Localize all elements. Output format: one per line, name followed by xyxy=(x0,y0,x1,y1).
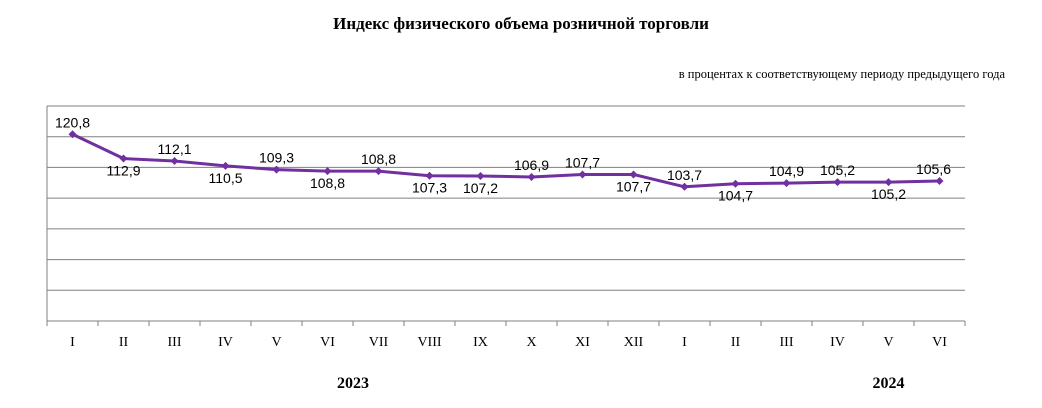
x-tick-label: VIII xyxy=(417,335,441,350)
data-point xyxy=(170,156,179,165)
data-label: 107,7 xyxy=(565,154,600,170)
data-point xyxy=(833,178,842,187)
data-point xyxy=(884,178,893,187)
x-tick-label: VI xyxy=(320,335,335,350)
data-point xyxy=(476,172,485,181)
data-point xyxy=(731,179,740,188)
x-tick-label: VI xyxy=(932,335,947,350)
x-tick-label: XI xyxy=(575,335,590,350)
data-label: 107,3 xyxy=(412,180,447,196)
data-point xyxy=(629,170,638,179)
x-tick-label: V xyxy=(271,335,281,350)
chart-subtitle: в процентах к соответствующему периоду п… xyxy=(678,67,1005,81)
x-tick-label: IV xyxy=(218,335,233,350)
year-label: 2023 xyxy=(337,375,369,392)
data-point xyxy=(578,170,587,179)
x-tick-label: I xyxy=(682,335,687,350)
data-label: 105,2 xyxy=(820,162,855,178)
data-point xyxy=(68,130,77,139)
data-label: 103,7 xyxy=(667,167,702,183)
data-label: 104,7 xyxy=(718,188,753,204)
data-point xyxy=(374,167,383,176)
year-label: 2024 xyxy=(872,375,905,392)
data-point xyxy=(119,154,128,163)
data-label: 107,2 xyxy=(463,180,498,196)
data-label: 104,9 xyxy=(769,163,804,179)
data-label: 108,8 xyxy=(361,151,396,167)
x-tick-label: IX xyxy=(473,335,488,350)
data-point xyxy=(425,171,434,180)
data-point xyxy=(935,176,944,185)
data-point xyxy=(221,161,230,170)
x-tick-label: V xyxy=(883,335,893,350)
data-label: 105,2 xyxy=(871,186,906,202)
x-tick-label: III xyxy=(780,335,794,350)
data-point xyxy=(782,179,791,188)
data-label: 112,1 xyxy=(158,141,192,157)
data-label: 106,9 xyxy=(514,157,549,173)
data-point xyxy=(680,182,689,191)
x-tick-label: X xyxy=(526,335,536,350)
x-tick-label: IV xyxy=(830,335,845,350)
x-tick-label: VII xyxy=(369,335,389,350)
data-label: 105,6 xyxy=(916,161,951,177)
series-line xyxy=(71,132,940,189)
x-tick-label: III xyxy=(168,335,182,350)
data-label: 109,3 xyxy=(259,150,294,166)
x-tick-label: I xyxy=(70,335,75,350)
data-label: 110,5 xyxy=(209,170,243,186)
x-tick-label: II xyxy=(731,335,741,350)
x-tick-label: XII xyxy=(624,335,644,350)
data-point xyxy=(527,172,536,181)
data-point xyxy=(272,165,281,174)
data-label: 112,9 xyxy=(107,163,141,179)
data-label: 107,7 xyxy=(616,178,651,194)
data-label: 108,8 xyxy=(310,175,345,191)
data-label: 120,8 xyxy=(55,114,90,130)
data-point xyxy=(323,167,332,176)
chart-title: Индекс физического объема розничной торг… xyxy=(333,14,709,33)
x-tick-label: II xyxy=(119,335,129,350)
